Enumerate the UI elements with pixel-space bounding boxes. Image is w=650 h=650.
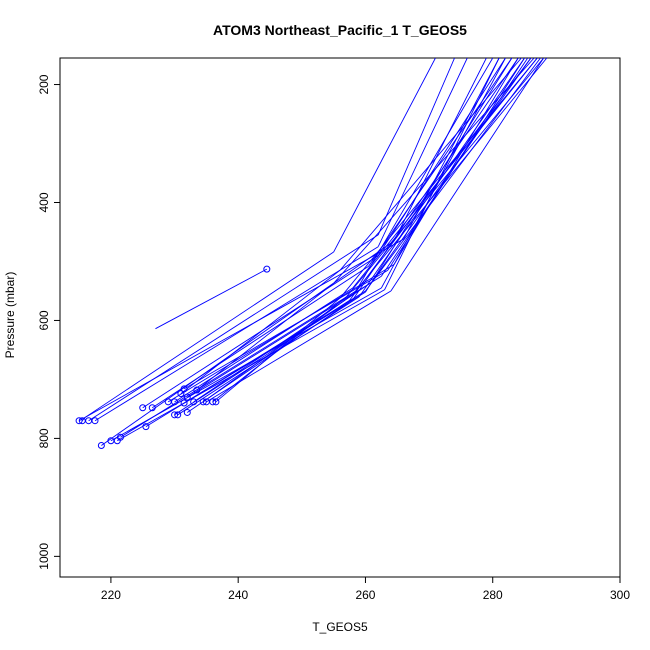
series-line [184,270,388,389]
series-line-upper [381,58,527,276]
series-line-upper [359,58,524,297]
series-line [101,241,394,446]
plot-frame [60,58,620,577]
x-tick-label: 300 [610,588,630,602]
y-tick-label: 800 [37,428,51,448]
series-line [168,264,394,401]
series-line-upper [353,58,547,294]
series-line [203,294,353,401]
series-line [175,288,353,402]
series-line [95,247,378,421]
series-group [76,58,547,448]
plot-area: 220 240 260 280 300 200 400 600 800 1000 [37,58,630,602]
x-axis-label: T_GEOS5 [312,620,368,634]
series-line [120,291,355,437]
series-line-upper [394,58,486,241]
series-line-upper [346,58,543,297]
series-line-upper [353,58,518,300]
series-line [181,270,340,393]
y-tick-label: 200 [37,74,51,94]
x-tick-label: 220 [101,588,121,602]
chart-title: ATOM3 Northeast_Pacific_1 T_GEOS5 [213,22,467,38]
y-tick-label: 600 [37,310,51,330]
y-tick-label: 1000 [37,543,51,570]
series-line-upper [334,58,436,252]
series-line-upper [356,58,493,291]
y-tick-label: 400 [37,192,51,212]
series-line [89,235,379,421]
series-line-upper [391,58,544,291]
series-line [155,269,266,329]
series-line-upper [369,58,512,266]
series-line-upper [385,58,500,290]
x-tick-label: 260 [355,588,375,602]
series-line [187,300,352,413]
x-tick-label: 280 [483,588,503,602]
y-axis-label: Pressure (mbar) [3,272,17,359]
series-line-upper [334,58,534,283]
series-line [79,239,404,421]
series-line [117,290,384,441]
x-tick-label: 240 [228,588,248,602]
series-line [152,266,368,408]
series-line-upper [381,58,505,288]
series-line-upper [365,58,511,292]
